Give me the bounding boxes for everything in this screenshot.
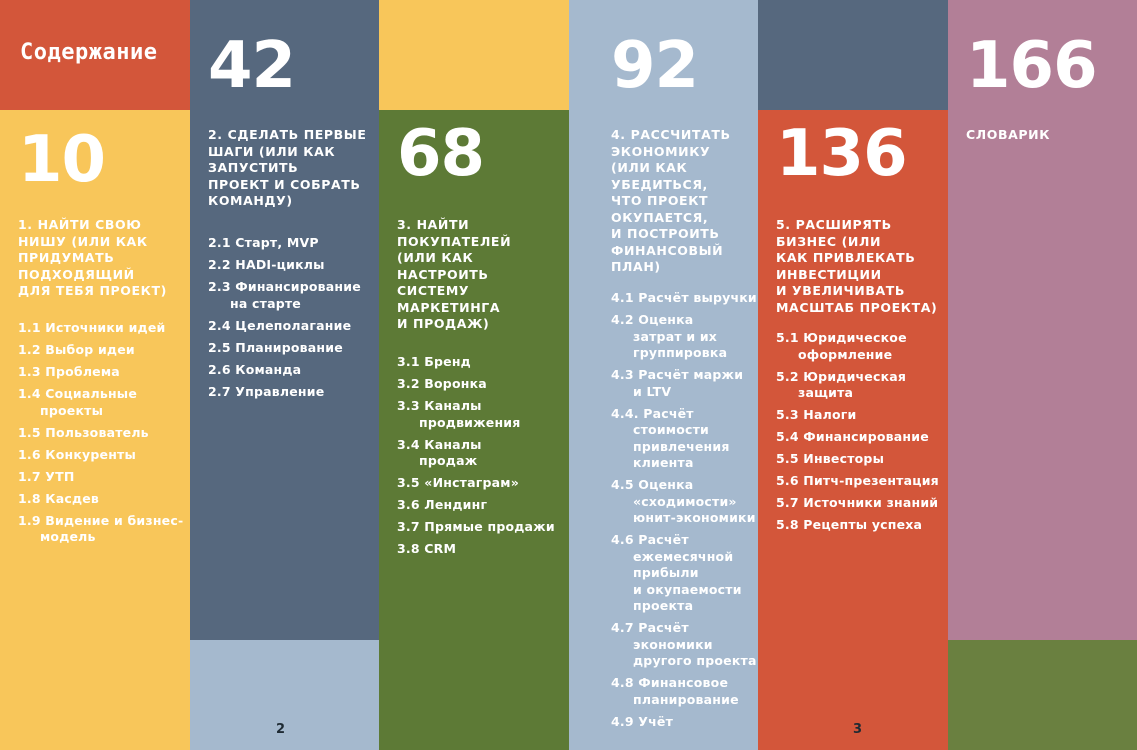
list-item: 1.2 Выбор идеи [18, 342, 135, 357]
chapter-5-page: 136 [776, 117, 908, 191]
list-item: 4.5 Оценка «сходимости» юнит-экономики [611, 477, 756, 525]
chapter-1-items: 1.1 Источники идей 1.2 Выбор идеи 1.3 Пр… [18, 320, 190, 551]
list-item: 1.5 Пользователь [18, 424, 149, 440]
list-item: 4.1 Расчёт выручки [611, 290, 757, 305]
list-item: 1.4 Социальные проекты [18, 386, 137, 418]
chapter-3-title: 3. Найти покупателей (или как настроить … [397, 217, 512, 331]
chapter-2-page: 42 [208, 29, 296, 103]
list-item: 4.8 Финансовое планирование [611, 675, 739, 707]
list-item: 4.2 Оценка затрат и их группировка [611, 312, 728, 360]
chapter-4-title: 4. Рассчитать экономику (или как убедить… [611, 127, 731, 274]
list-item: 4.4. Расчёт стоимости привлечения клиент… [611, 405, 730, 471]
list-item: 3.8 CRM [397, 541, 457, 556]
glossary-column: 166 Словарик [948, 0, 1137, 640]
glossary-page: 166 [966, 29, 1098, 103]
list-item: 3.1 Бренд [397, 354, 471, 369]
list-item: 1.3 Проблема [18, 364, 120, 379]
chapter-3-header-block [379, 0, 569, 110]
list-item: 5.7 Источники знаний [776, 495, 939, 510]
list-item: 4.7 Расчёт экономики другого проекта [611, 620, 757, 668]
chapter-3-column: 68 3. Найти покупателей (или как настрои… [379, 110, 569, 750]
list-item: 2.2 HADI-циклы [208, 257, 325, 272]
chapter-3-items: 3.1 Бренд 3.2 Воронка 3.3 Каналы продвиж… [397, 354, 569, 563]
chapter-4-page: 92 [611, 29, 699, 103]
page-number-left: 2 [276, 722, 286, 737]
list-item: 2.1 Старт, MVP [208, 235, 319, 250]
list-item: 2.3 Финансирование на старте [208, 279, 361, 311]
list-item: 5.8 Рецепты успеха [776, 517, 923, 532]
list-item: 2.5 Планирование [208, 339, 343, 355]
list-item: 2.7 Управление [208, 383, 325, 399]
list-item: 3.4 Каналы продаж [397, 436, 482, 469]
list-item: 4.9 Учёт [611, 713, 674, 729]
list-item: 3.3 Каналы продвижения [397, 398, 521, 430]
list-item: 5.2 Юридическая защита [776, 368, 907, 401]
chapter-5-column: 136 5. Расширять бизнес (или как привлек… [758, 110, 948, 750]
list-item: 5.4 Финансирование [776, 429, 929, 444]
chapter-1-page: 10 [18, 123, 106, 197]
list-item: 1.7 УТП [18, 468, 75, 484]
list-item: 5.5 Инвесторы [776, 451, 885, 466]
page-footer-left [190, 640, 379, 750]
chapter-2-title: 2. Сделать первые шаги (или как запустит… [208, 127, 367, 208]
chapter-2-column: 42 2. Сделать первые шаги (или как запус… [190, 0, 379, 640]
list-item: 2.4 Целеполагание [208, 317, 352, 333]
list-item: 5.6 Питч-презентация [776, 473, 939, 488]
list-item: 3.7 Прямые продажи [397, 519, 555, 534]
list-item: 1.1 Источники идей [18, 320, 166, 335]
list-item: 1.9 Видение и бизнес- модель [18, 512, 184, 545]
chapter-2-items: 2.1 Старт, MVP 2.2 HADI-циклы 2.3 Финанс… [208, 235, 379, 406]
list-item: 1.8 Касдев [18, 490, 100, 506]
list-item: 5.3 Налоги [776, 407, 857, 422]
chapter-1-column: 10 1. Найти свою нишу (или как придумать… [0, 110, 190, 750]
list-item: 3.2 Воронка [397, 376, 487, 391]
chapter-4-column: 92 4. Рассчитать экономику (или как убед… [569, 0, 758, 750]
list-item: 1.6 Конкуренты [18, 446, 136, 462]
list-item: 4.3 Расчёт маржи и LTV [611, 367, 744, 399]
chapter-3-page: 68 [397, 117, 485, 191]
chapter-1-title: 1. Найти свою нишу (или как придумать по… [18, 217, 167, 298]
toc-header-block [0, 0, 190, 110]
list-item: 5.1 Юридическое оформление [776, 330, 907, 362]
chapter-5-title: 5. Расширять бизнес (или как привлекать … [776, 217, 938, 315]
page-number-right: 3 [853, 722, 863, 737]
page-footer-right [948, 640, 1137, 750]
list-item: 3.5 «Инстаграм» [397, 475, 519, 490]
glossary-title: Словарик [966, 127, 1051, 142]
toc-title: Содержание [20, 40, 158, 65]
chapter-5-header-block [758, 0, 948, 110]
chapter-5-items: 5.1 Юридическое оформление 5.2 Юридическ… [776, 330, 948, 539]
list-item: 3.6 Лендинг [397, 497, 488, 512]
chapter-4-items: 4.1 Расчёт выручки 4.2 Оценка затрат и и… [611, 290, 758, 736]
list-item: 2.6 Команда [208, 361, 302, 377]
list-item: 4.6 Расчёт ежемесячной прибыли и окупаем… [611, 532, 742, 613]
